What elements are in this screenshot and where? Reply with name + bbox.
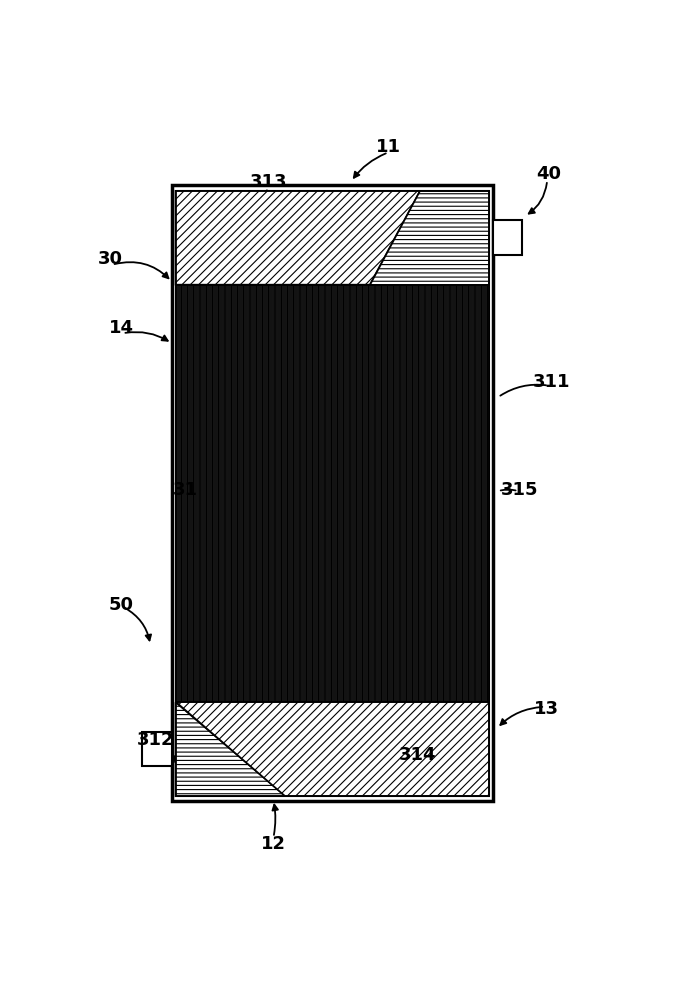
Text: 14: 14 xyxy=(108,319,133,337)
Bar xyxy=(142,732,172,766)
Bar xyxy=(493,220,522,255)
Bar xyxy=(175,702,489,796)
Text: 40: 40 xyxy=(536,165,561,183)
Polygon shape xyxy=(370,191,489,285)
Text: 11: 11 xyxy=(376,138,401,156)
Text: 313: 313 xyxy=(249,173,287,191)
Text: 315: 315 xyxy=(501,481,538,499)
Polygon shape xyxy=(175,702,489,796)
Bar xyxy=(175,191,489,285)
Text: 13: 13 xyxy=(533,700,559,718)
Bar xyxy=(172,185,493,801)
Text: 31: 31 xyxy=(172,481,197,499)
Polygon shape xyxy=(175,191,420,285)
Bar xyxy=(175,285,489,702)
Bar xyxy=(175,191,489,796)
Text: 30: 30 xyxy=(98,250,123,268)
Text: 311: 311 xyxy=(533,373,570,391)
Text: 314: 314 xyxy=(399,746,437,764)
Text: 12: 12 xyxy=(261,835,286,853)
Text: 312: 312 xyxy=(137,731,175,749)
Text: 50: 50 xyxy=(108,596,133,614)
Polygon shape xyxy=(175,702,285,796)
